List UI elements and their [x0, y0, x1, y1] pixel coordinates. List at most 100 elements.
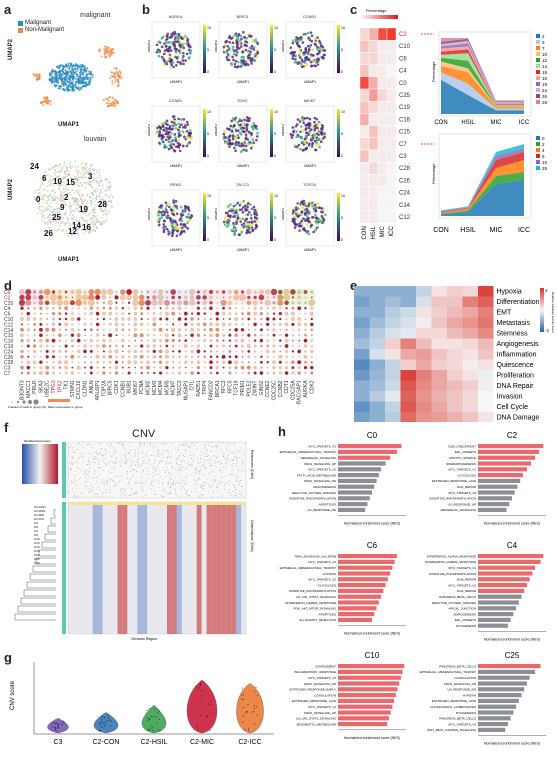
gene-label: BUB1 [127, 380, 133, 393]
axis-x-label: UMAP1 [237, 80, 249, 84]
feature-point [187, 133, 191, 137]
heat-cell [354, 307, 370, 318]
dot [216, 361, 219, 364]
feature-point [306, 217, 309, 221]
cnv-noise [140, 446, 142, 448]
feature-point [171, 230, 175, 233]
umap-point [118, 70, 121, 73]
cnv-noise [243, 470, 245, 472]
umap-point [46, 202, 49, 205]
umap-point [79, 208, 82, 210]
cnv-noise [241, 492, 243, 494]
colorbar [203, 193, 206, 241]
dot [32, 344, 37, 348]
feature-point [168, 55, 172, 59]
legend-dot [16, 400, 20, 404]
gene-label: CCNB2 [278, 380, 284, 397]
umap-point [94, 218, 97, 221]
umap-point [66, 194, 69, 197]
feature-point [174, 127, 178, 130]
feature-point [169, 217, 172, 221]
cnv-noise [239, 492, 241, 494]
umap-point [71, 81, 74, 84]
dot [77, 372, 80, 374]
nes-bar [338, 444, 402, 449]
umap-point [103, 56, 106, 59]
umap-point [115, 102, 118, 105]
feature-point [298, 47, 302, 51]
colorbar-max: 10 [207, 110, 211, 114]
cnv-noise [83, 446, 85, 448]
cnv-noise [208, 473, 209, 475]
cnv-noise [233, 456, 235, 458]
cnv-chromosome-band [102, 502, 108, 634]
violin-point [210, 713, 212, 715]
axis-x-label: UMAP1 [304, 80, 316, 84]
violin-point [149, 707, 151, 709]
cnv-noise [227, 454, 229, 456]
cnv-noise [212, 479, 214, 480]
cnv-noise [133, 475, 134, 477]
umap-point [72, 72, 75, 75]
feature-point [173, 45, 177, 48]
umap-point [62, 189, 65, 192]
dot [109, 296, 112, 299]
legend-label: 0 [542, 136, 545, 141]
dot [146, 306, 150, 310]
nes-bar [338, 490, 372, 495]
umap-point [96, 181, 98, 184]
umap-point [96, 196, 98, 198]
heat-cell [447, 296, 463, 307]
umap-point [89, 72, 92, 75]
feature-point [246, 205, 249, 209]
umap-point [85, 215, 88, 217]
dot [285, 328, 288, 331]
group-label: C10 [34, 537, 40, 541]
cnv-noise [79, 457, 80, 458]
dot [96, 318, 99, 320]
feature-point [244, 48, 248, 52]
umap-point [119, 75, 122, 78]
cnv-noise [218, 481, 220, 482]
cnv-noise [151, 483, 152, 484]
dot [215, 327, 220, 332]
cnv-noise [181, 480, 183, 482]
cnv-noise [231, 452, 233, 453]
umap-point [91, 201, 94, 204]
umap-point [101, 184, 104, 187]
dot [279, 350, 282, 353]
umap-point [72, 203, 75, 206]
dot [209, 350, 213, 353]
feature-point [165, 215, 168, 218]
connector [421, 33, 434, 145]
umap-point [83, 181, 86, 184]
cnv-noise [219, 470, 221, 471]
cnv-noise [91, 490, 93, 492]
umap-point [70, 71, 73, 74]
feature-point [157, 54, 161, 58]
cluster-label: 14 [72, 221, 81, 230]
nes-bar [338, 507, 366, 512]
umap-point [113, 67, 116, 70]
cnv-noise [77, 496, 79, 498]
umap-point [80, 182, 83, 184]
dot [234, 339, 238, 343]
feature-point [300, 129, 304, 133]
feature-point [167, 147, 171, 151]
dot [191, 339, 193, 342]
dot [33, 356, 36, 358]
dot [178, 366, 181, 369]
feature-point [229, 208, 233, 211]
cnv-noise [69, 491, 70, 492]
cnv-noise [202, 483, 204, 484]
umap-point [81, 219, 84, 222]
dot [216, 339, 219, 342]
feature-point [241, 217, 245, 221]
axis-y-label: UMAP2 [148, 124, 151, 136]
umap-point [106, 48, 109, 51]
cnv-noise [170, 477, 171, 479]
cnv-noise [149, 484, 151, 486]
feature-point [304, 208, 307, 212]
umap-point [83, 232, 86, 235]
